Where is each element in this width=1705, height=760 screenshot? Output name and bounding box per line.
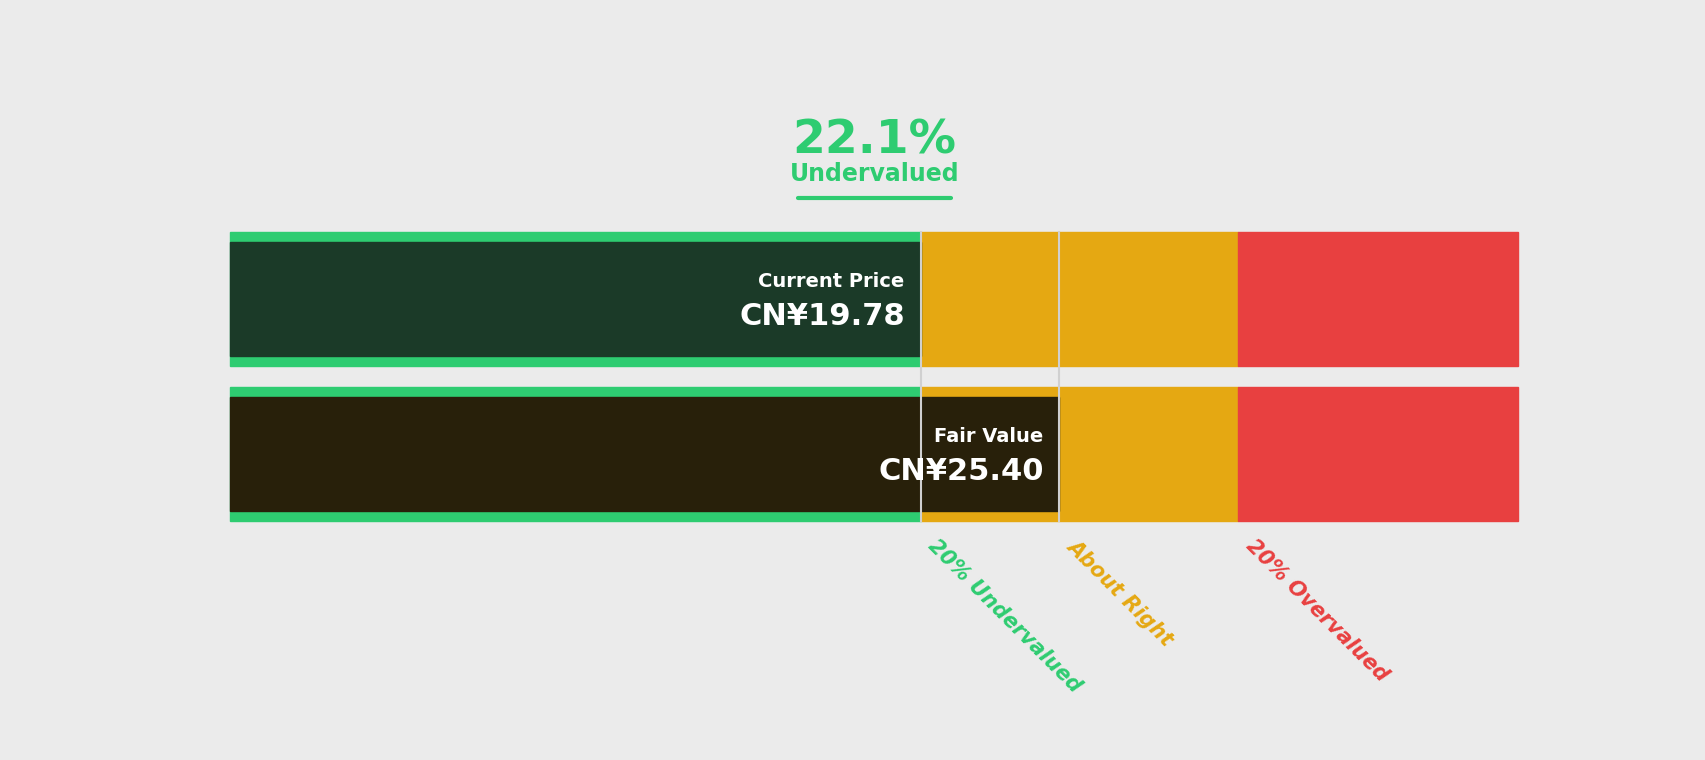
Text: Fair Value: Fair Value: [934, 427, 1043, 446]
Bar: [921, 387, 1059, 521]
Bar: [1238, 232, 1517, 366]
Text: 20% Undervalued: 20% Undervalued: [924, 536, 1084, 697]
Text: CN¥19.78: CN¥19.78: [738, 302, 904, 331]
Text: About Right: About Right: [1062, 536, 1176, 650]
Bar: [1059, 387, 1238, 521]
Bar: [230, 387, 921, 521]
Bar: [1059, 232, 1238, 366]
Text: 22.1%: 22.1%: [791, 119, 957, 163]
Bar: [921, 232, 1059, 366]
Bar: [230, 397, 1059, 511]
Bar: [230, 242, 921, 356]
Bar: [1238, 387, 1517, 521]
Text: Undervalued: Undervalued: [789, 163, 958, 186]
Text: CN¥25.40: CN¥25.40: [878, 457, 1043, 486]
Text: Current Price: Current Price: [759, 272, 904, 291]
Bar: [230, 232, 921, 366]
Text: 20% Overvalued: 20% Overvalued: [1241, 536, 1391, 686]
